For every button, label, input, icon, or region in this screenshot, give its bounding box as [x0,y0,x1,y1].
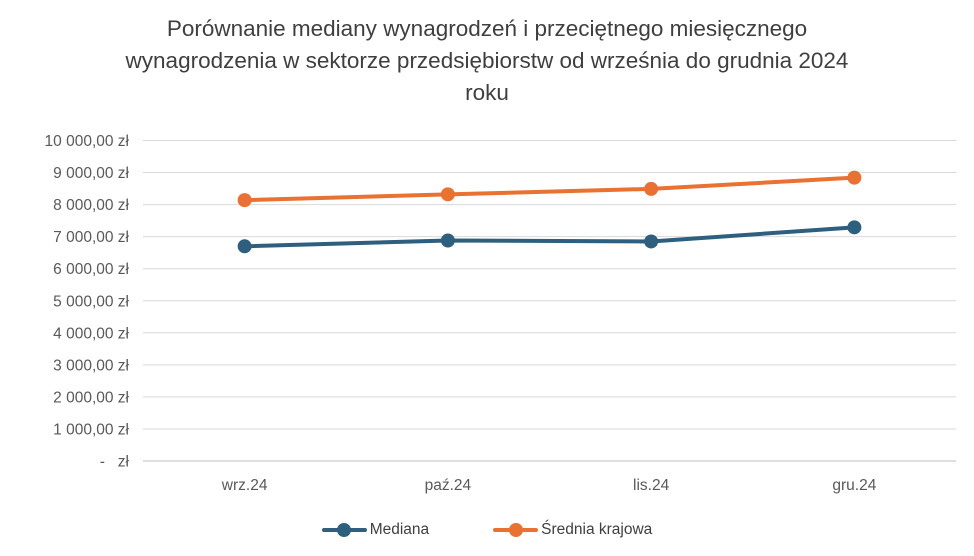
series-1 [237,170,862,208]
y-tick-label: 8 000,00 zł [53,197,129,214]
data-point [237,193,252,208]
data-point [440,233,455,248]
y-tick-label: 1 000,00 zł [53,421,129,438]
legend-label-srednia-krajowa: Średnia krajowa [541,521,653,538]
data-point [237,239,252,254]
y-tick-label: 2 000,00 zł [53,389,129,406]
legend: Mediana Średnia krajowa [0,521,974,539]
y-tick-label: 5 000,00 zł [53,293,129,310]
data-point [847,220,862,235]
legend-item-srednia-krajowa: Średnia krajowa [493,521,652,539]
y-tick-label: 10 000,00 zł [45,133,130,150]
x-tick-label: wrz.24 [221,477,268,494]
legend-dot-icon [508,523,523,537]
chart-title: Porównanie mediany wynagrodzeń i przecię… [125,16,849,105]
data-point [440,187,455,202]
y-tick-label: 3 000,00 zł [53,357,129,374]
series-line [242,225,857,249]
x-tick-label: lis.24 [633,477,670,494]
y-tick-label: - zł [100,454,130,471]
y-tick-label: 7 000,00 zł [53,229,129,246]
y-tick-label: 4 000,00 zł [53,325,129,342]
y-tick-label: 9 000,00 zł [53,165,129,182]
legend-label-mediana: Mediana [369,521,430,538]
series-0 [237,220,862,254]
x-tick-label: paź.24 [425,477,472,494]
legend-item-mediana: Mediana [321,521,430,539]
data-point [644,181,659,196]
x-tick-label: gru.24 [832,477,876,494]
legend-line-dot-marker-icon [321,523,367,537]
legend-dot-icon [337,523,352,537]
data-point [644,234,659,249]
data-point [847,170,862,185]
y-tick-label: 6 000,00 zł [53,261,129,278]
series-line [242,175,857,203]
legend-line-dot-marker-icon [493,523,539,537]
